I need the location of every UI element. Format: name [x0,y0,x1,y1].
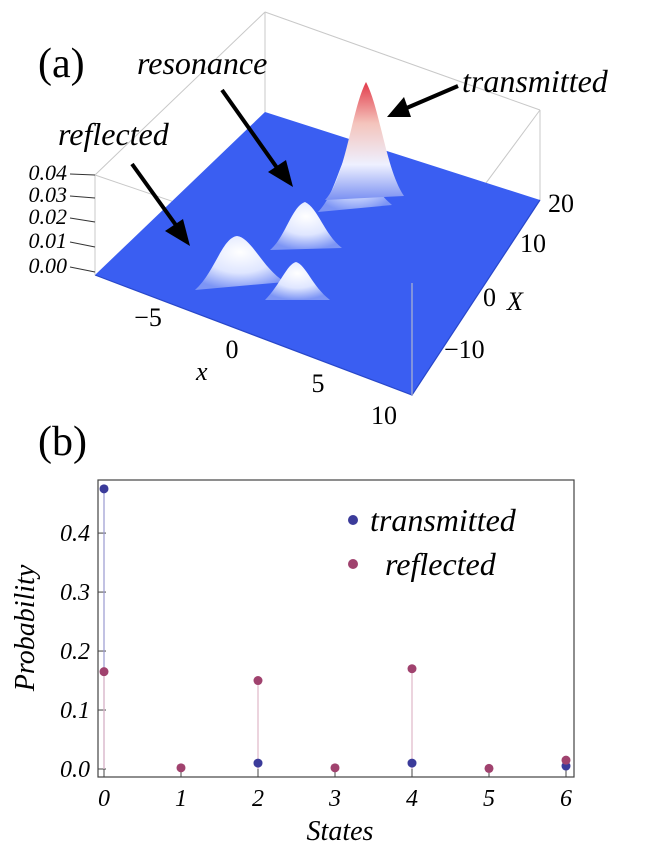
arrow-head-resonance [268,160,293,187]
X-tick: 0 [483,283,496,312]
X-axis-label: X [506,287,524,316]
z-axis-ticks: 0.04 0.03 0.02 0.01 0.00 [29,160,68,278]
z-tick: 0.04 [29,160,68,185]
point-reflected [330,763,340,773]
annotation-transmitted: transmitted [462,63,609,99]
y-tick-label: 0.0 [60,757,90,783]
data-points [99,484,571,773]
y-tick-label: 0.4 [60,521,90,547]
point-transmitted [253,758,263,768]
legend-label-transmitted: transmitted [370,502,517,538]
z-tick: 0.00 [29,253,68,278]
panel-b-label: (b) [38,419,87,465]
x-tick-label: 1 [175,786,187,812]
x-tick-label: 3 [328,786,341,812]
x-axis-ticks: −5 0 5 10 [134,303,397,430]
annotation-resonance: resonance [137,45,267,81]
y-ticks-marks [98,532,567,777]
wavepacket-peaks [195,82,404,300]
arrow-head-transmitted [387,97,411,117]
legend: transmitted reflected [348,502,517,582]
X-tick: −10 [444,335,485,364]
x-axis-label: x [195,357,208,386]
x-tick-labels: 0 1 2 3 4 5 6 [98,786,572,812]
z-tick: 0.03 [29,182,68,207]
x-tick-label: 2 [252,786,264,812]
x-tick: 10 [371,401,397,430]
point-reflected [407,664,417,674]
point-reflected [253,676,263,686]
point-transmitted [99,484,109,494]
point-reflected [99,667,109,677]
X-axis-ticks: 20 10 0 −10 [444,189,574,364]
y-tick-labels: 0.0 0.1 0.2 0.3 0.4 [60,521,90,783]
stems [103,488,567,769]
x-tick-label: 4 [406,786,418,812]
legend-marker-reflected [348,559,358,569]
point-reflected [176,763,186,773]
X-tick: 10 [520,229,546,258]
surface-floor [95,112,540,395]
x-tick: 5 [312,369,325,398]
annotation-arrows [130,84,459,246]
x-axis-label-b: States [307,816,374,847]
point-reflected [561,755,571,765]
y-tick-label: 0.1 [60,698,90,724]
X-tick: 20 [548,189,574,218]
z-tick: 0.01 [29,228,68,253]
point-transmitted [407,758,417,768]
arrow-head-reflected [165,219,190,246]
x-tick: −5 [134,303,162,332]
legend-label-reflected: reflected [385,546,497,582]
panel-a-label: (a) [38,41,85,87]
point-reflected [484,763,494,773]
z-tick: 0.02 [29,204,68,229]
x-tick-label: 6 [560,786,572,812]
annotation-reflected: reflected [58,116,170,152]
y-tick-label: 0.2 [60,639,90,665]
legend-marker-transmitted [348,515,358,525]
y-tick-label: 0.3 [60,580,90,606]
x-tick-label: 0 [98,786,110,812]
plot-frame-b [97,479,575,778]
y-axis-label: Probability [10,564,41,692]
panel-a: (a) resonance transmitted reflected 0.04… [29,11,609,430]
x-tick: 0 [226,335,239,364]
x-tick-label: 5 [483,786,495,812]
